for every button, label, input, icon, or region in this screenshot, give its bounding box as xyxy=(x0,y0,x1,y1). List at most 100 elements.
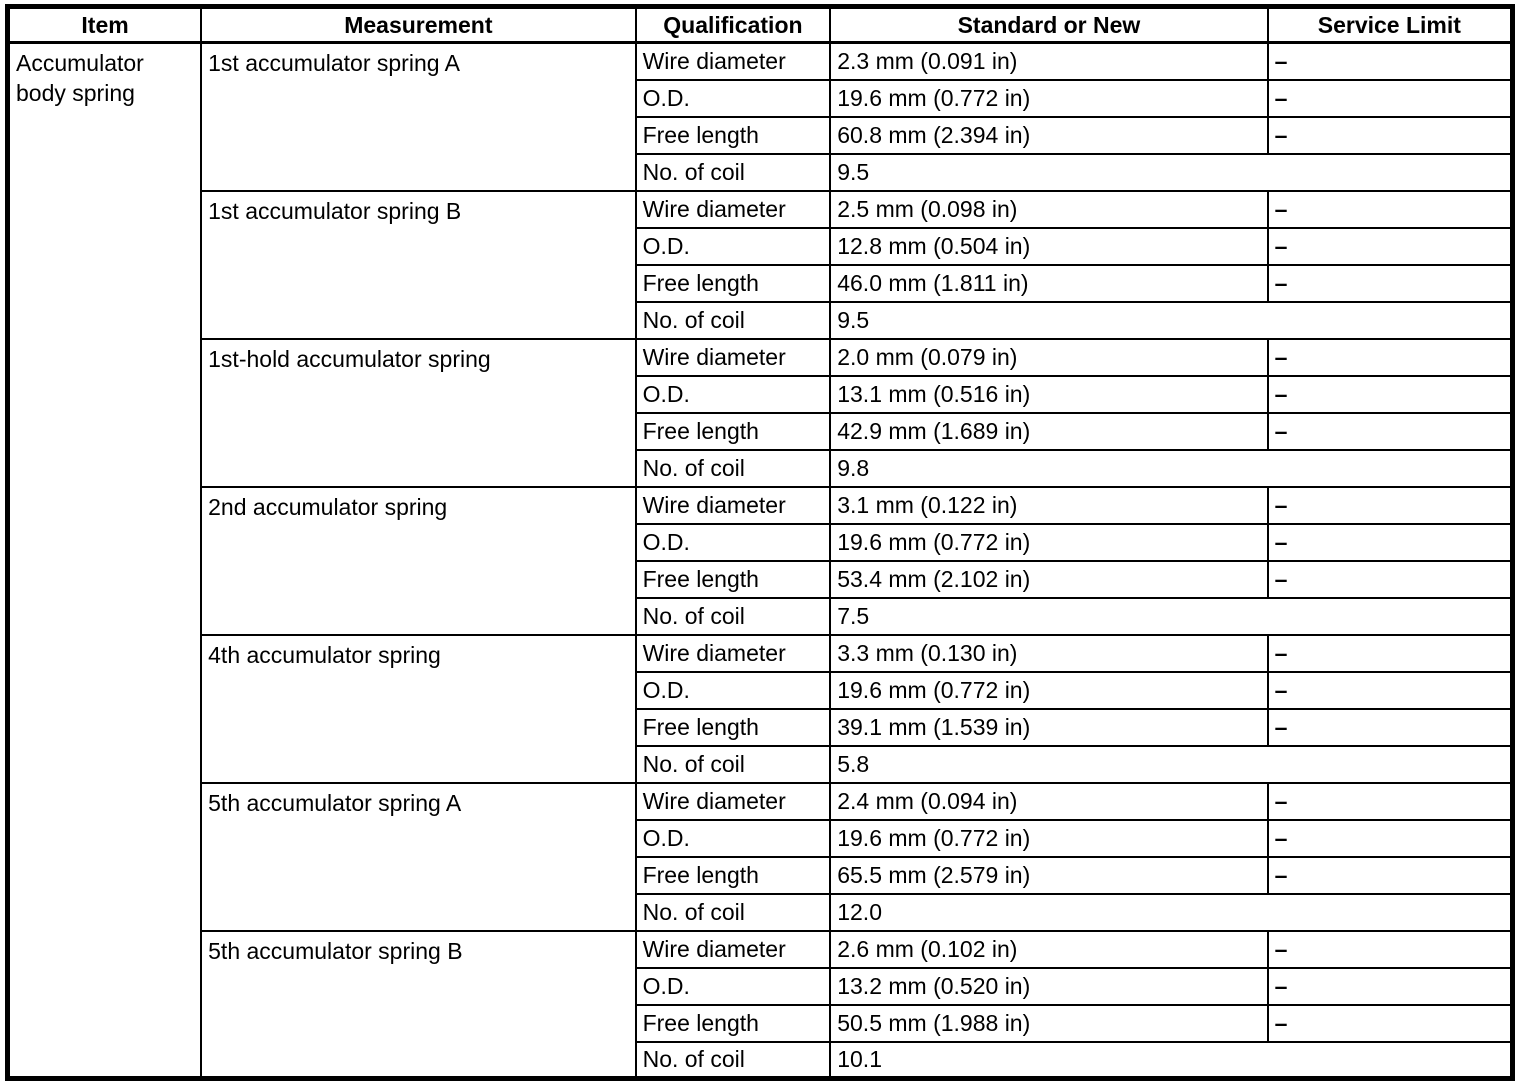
table-row: 5th accumulator spring A Wire diameter 2.4… xyxy=(8,781,1514,932)
service-limit-cell: – xyxy=(1266,226,1514,266)
qualification-cell: Wire diameter xyxy=(634,929,832,969)
header-row: Item Measurement Qualification Standard … xyxy=(6,5,1514,44)
qualification-cell: No. of coil xyxy=(634,596,832,636)
measurement-cell: 2nd accumulator spring xyxy=(200,485,637,636)
qualification-cell: Free length xyxy=(634,115,832,155)
standard-cell: 10.1 xyxy=(829,1040,1514,1080)
table-row: Free length 46.0 mm (1.811 in) – xyxy=(8,263,1514,303)
standard-cell: 19.6 mm (0.772 in) xyxy=(829,818,1269,858)
table-row: O.D. 19.6 mm (0.772 in) – xyxy=(8,78,1514,118)
table-row: Free length 39.1 mm (1.539 in) – xyxy=(8,707,1514,747)
qualification-cell: Free length xyxy=(634,559,832,599)
qualification-cell: Free length xyxy=(634,263,832,303)
table-row: No. of coil 9.8 xyxy=(8,448,1514,488)
table-row: 1st-hold accumulator spring Wire diameter… xyxy=(8,337,1514,488)
spring-spec-table: Item Measurement Qualification Standard … xyxy=(5,4,1515,1081)
service-limit-cell: – xyxy=(1266,78,1514,118)
table-header: Item Measurement Qualification Standard … xyxy=(6,5,1514,44)
standard-cell: 42.9 mm (1.689 in) xyxy=(829,411,1269,451)
standard-cell: 9.5 xyxy=(829,152,1514,192)
standard-cell: 2.3 mm (0.091 in) xyxy=(829,41,1269,81)
service-limit-cell: – xyxy=(1266,929,1514,969)
standard-cell: 13.1 mm (0.516 in) xyxy=(829,374,1269,414)
standard-cell: 13.2 mm (0.520 in) xyxy=(829,966,1269,1006)
table-row: Free length 42.9 mm (1.689 in) – xyxy=(8,411,1514,451)
table-row: O.D. 19.6 mm (0.772 in) – xyxy=(8,818,1514,858)
qualification-cell: O.D. xyxy=(634,78,832,118)
qualification-cell: Wire diameter xyxy=(634,633,832,673)
standard-cell: 12.8 mm (0.504 in) xyxy=(829,226,1269,266)
standard-cell: 3.1 mm (0.122 in) xyxy=(829,485,1269,525)
standard-cell: 39.1 mm (1.539 in) xyxy=(829,707,1269,747)
qualification-cell: O.D. xyxy=(634,966,832,1006)
table-row: Free length 50.5 mm (1.988 in) – xyxy=(8,1003,1514,1043)
table-row: Accumulator body spring 1st accumulator s… xyxy=(6,41,1514,1080)
service-limit-cell: – xyxy=(1266,374,1514,414)
service-limit-cell: – xyxy=(1266,189,1514,229)
table-row: No. of coil 9.5 xyxy=(8,152,1514,192)
standard-cell: 60.8 mm (2.394 in) xyxy=(829,115,1269,155)
standard-cell: 2.5 mm (0.098 in) xyxy=(829,189,1269,229)
table-row: Free length 53.4 mm (2.102 in) – xyxy=(8,559,1514,599)
table-row: No. of coil 10.1 xyxy=(8,1040,1514,1080)
standard-cell: 19.6 mm (0.772 in) xyxy=(829,670,1269,710)
measurement-cell: 5th accumulator spring B xyxy=(200,929,637,1080)
table-row: 1st accumulator spring B Wire diameter 2.5… xyxy=(8,189,1514,340)
service-limit-cell: – xyxy=(1266,559,1514,599)
table-row: O.D. 13.2 mm (0.520 in) – xyxy=(8,966,1514,1006)
measurement-cell: 1st-hold accumulator spring xyxy=(200,337,637,488)
standard-cell: 5.8 xyxy=(829,744,1514,784)
qualification-cell: O.D. xyxy=(634,522,832,562)
standard-cell: 46.0 mm (1.811 in) xyxy=(829,263,1269,303)
qualification-cell: No. of coil xyxy=(634,892,832,932)
column-header-measurement: Measurement xyxy=(200,5,637,44)
standard-cell: 12.0 xyxy=(829,892,1514,932)
qualification-cell: Free length xyxy=(634,855,832,895)
service-limit-cell: – xyxy=(1266,633,1514,673)
service-limit-cell: – xyxy=(1266,966,1514,1006)
service-limit-cell: – xyxy=(1266,670,1514,710)
measurement-cell: 5th accumulator spring A xyxy=(200,781,637,932)
qualification-cell: O.D. xyxy=(634,670,832,710)
qualification-cell: O.D. xyxy=(634,226,832,266)
measurement-cell: 1st accumulator spring B xyxy=(200,189,637,340)
qualification-cell: No. of coil xyxy=(634,744,832,784)
table-row: 2nd accumulator spring Wire diameter 3.1 m… xyxy=(8,485,1514,636)
qualification-cell: Wire diameter xyxy=(634,337,832,377)
service-limit-cell: – xyxy=(1266,781,1514,821)
table-body: Accumulator body spring 1st accumulator s… xyxy=(6,41,1514,1080)
column-header-service-limit: Service Limit xyxy=(1266,5,1514,44)
qualification-cell: Free length xyxy=(634,1003,832,1043)
table-row: O.D. 13.1 mm (0.516 in) – xyxy=(8,374,1514,414)
standard-cell: 9.8 xyxy=(829,448,1514,488)
service-limit-cell: – xyxy=(1266,1003,1514,1043)
standard-cell: 3.3 mm (0.130 in) xyxy=(829,633,1269,673)
column-header-qualification: Qualification xyxy=(634,5,832,44)
column-header-item: Item xyxy=(6,5,203,44)
qualification-cell: Wire diameter xyxy=(634,781,832,821)
service-limit-cell: – xyxy=(1266,41,1514,81)
item-cell: Accumulator body spring xyxy=(6,41,203,1080)
qualification-cell: O.D. xyxy=(634,818,832,858)
standard-cell: 65.5 mm (2.579 in) xyxy=(829,855,1269,895)
qualification-cell: Wire diameter xyxy=(634,189,832,229)
table-row: O.D. 19.6 mm (0.772 in) – xyxy=(8,522,1514,562)
service-limit-cell: – xyxy=(1266,707,1514,747)
table-row: No. of coil 7.5 xyxy=(8,596,1514,636)
service-limit-cell: – xyxy=(1266,485,1514,525)
standard-cell: 2.0 mm (0.079 in) xyxy=(829,337,1269,377)
qualification-cell: No. of coil xyxy=(634,448,832,488)
table-row: O.D. 19.6 mm (0.772 in) – xyxy=(8,670,1514,710)
standard-cell: 7.5 xyxy=(829,596,1514,636)
service-limit-cell: – xyxy=(1266,818,1514,858)
qualification-cell: Free length xyxy=(634,411,832,451)
table-row: No. of coil 9.5 xyxy=(8,300,1514,340)
service-limit-cell: – xyxy=(1266,337,1514,377)
standard-cell: 9.5 xyxy=(829,300,1514,340)
measurement-cell: 4th accumulator spring xyxy=(200,633,637,784)
service-limit-cell: – xyxy=(1266,522,1514,562)
table-row: Free length 65.5 mm (2.579 in) – xyxy=(8,855,1514,895)
table-row: Free length 60.8 mm (2.394 in) – xyxy=(8,115,1514,155)
qualification-cell: No. of coil xyxy=(634,300,832,340)
qualification-cell: No. of coil xyxy=(634,152,832,192)
